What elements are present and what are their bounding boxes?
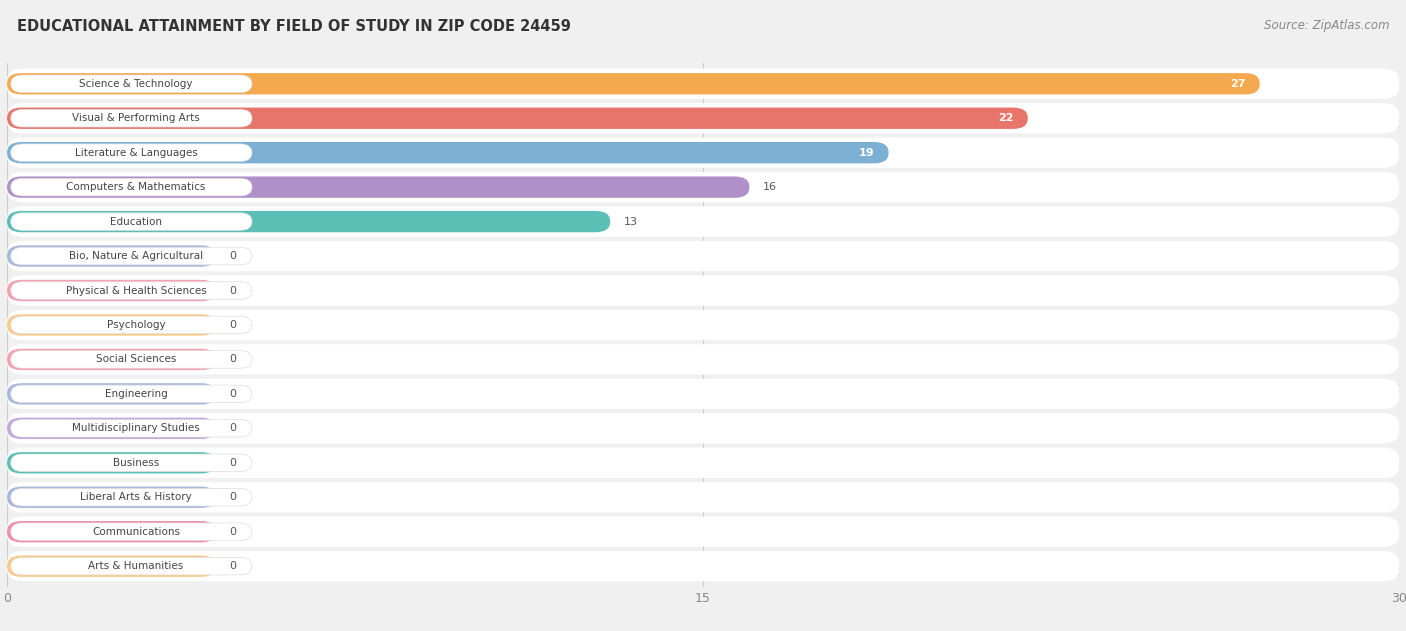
Text: Visual & Performing Arts: Visual & Performing Arts [72, 113, 200, 123]
Text: 0: 0 [229, 285, 236, 295]
Text: 0: 0 [229, 492, 236, 502]
Text: Arts & Humanities: Arts & Humanities [89, 561, 184, 571]
FancyBboxPatch shape [7, 418, 217, 439]
FancyBboxPatch shape [11, 282, 252, 299]
FancyBboxPatch shape [7, 349, 217, 370]
FancyBboxPatch shape [11, 109, 252, 127]
FancyBboxPatch shape [7, 103, 1399, 133]
FancyBboxPatch shape [7, 280, 217, 301]
Text: 13: 13 [624, 216, 638, 227]
Text: 0: 0 [229, 389, 236, 399]
Text: 0: 0 [229, 457, 236, 468]
Text: 0: 0 [229, 251, 236, 261]
Text: Psychology: Psychology [107, 320, 166, 330]
FancyBboxPatch shape [7, 142, 889, 163]
FancyBboxPatch shape [7, 310, 1399, 340]
Text: Multidisciplinary Studies: Multidisciplinary Studies [72, 423, 200, 433]
FancyBboxPatch shape [11, 179, 252, 196]
FancyBboxPatch shape [7, 177, 749, 198]
FancyBboxPatch shape [7, 172, 1399, 203]
Text: Business: Business [112, 457, 159, 468]
FancyBboxPatch shape [11, 420, 252, 437]
Text: Physical & Health Sciences: Physical & Health Sciences [66, 285, 207, 295]
Text: Social Sciences: Social Sciences [96, 355, 176, 365]
Text: Science & Technology: Science & Technology [79, 79, 193, 89]
FancyBboxPatch shape [7, 447, 1399, 478]
FancyBboxPatch shape [7, 314, 217, 336]
FancyBboxPatch shape [7, 138, 1399, 168]
FancyBboxPatch shape [7, 517, 1399, 547]
Text: Communications: Communications [91, 527, 180, 537]
FancyBboxPatch shape [11, 316, 252, 334]
Text: Computers & Mathematics: Computers & Mathematics [66, 182, 205, 192]
FancyBboxPatch shape [7, 211, 610, 232]
FancyBboxPatch shape [7, 241, 1399, 271]
Text: 19: 19 [859, 148, 875, 158]
Text: Engineering: Engineering [104, 389, 167, 399]
FancyBboxPatch shape [11, 523, 252, 541]
Text: Bio, Nature & Agricultural: Bio, Nature & Agricultural [69, 251, 202, 261]
FancyBboxPatch shape [7, 69, 1399, 99]
Text: 0: 0 [229, 355, 236, 365]
FancyBboxPatch shape [7, 275, 1399, 305]
FancyBboxPatch shape [7, 413, 1399, 444]
Text: 27: 27 [1230, 79, 1246, 89]
FancyBboxPatch shape [7, 555, 217, 577]
FancyBboxPatch shape [11, 213, 252, 230]
FancyBboxPatch shape [11, 488, 252, 506]
Text: 0: 0 [229, 423, 236, 433]
FancyBboxPatch shape [11, 385, 252, 403]
Text: EDUCATIONAL ATTAINMENT BY FIELD OF STUDY IN ZIP CODE 24459: EDUCATIONAL ATTAINMENT BY FIELD OF STUDY… [17, 19, 571, 34]
FancyBboxPatch shape [11, 144, 252, 162]
FancyBboxPatch shape [7, 345, 1399, 375]
Text: 22: 22 [998, 113, 1014, 123]
FancyBboxPatch shape [7, 379, 1399, 409]
FancyBboxPatch shape [11, 75, 252, 93]
Text: Education: Education [110, 216, 162, 227]
FancyBboxPatch shape [11, 454, 252, 471]
FancyBboxPatch shape [7, 487, 217, 508]
Text: 0: 0 [229, 527, 236, 537]
FancyBboxPatch shape [7, 383, 217, 404]
FancyBboxPatch shape [11, 557, 252, 575]
FancyBboxPatch shape [7, 452, 217, 473]
Text: 16: 16 [763, 182, 778, 192]
FancyBboxPatch shape [7, 107, 1028, 129]
FancyBboxPatch shape [7, 245, 217, 267]
Text: Literature & Languages: Literature & Languages [75, 148, 197, 158]
FancyBboxPatch shape [7, 73, 1260, 95]
FancyBboxPatch shape [7, 482, 1399, 512]
Text: 0: 0 [229, 561, 236, 571]
FancyBboxPatch shape [7, 206, 1399, 237]
FancyBboxPatch shape [7, 521, 217, 543]
Text: Source: ZipAtlas.com: Source: ZipAtlas.com [1264, 19, 1389, 32]
Text: 0: 0 [229, 320, 236, 330]
Text: Liberal Arts & History: Liberal Arts & History [80, 492, 191, 502]
FancyBboxPatch shape [7, 551, 1399, 581]
FancyBboxPatch shape [11, 351, 252, 368]
FancyBboxPatch shape [11, 247, 252, 265]
